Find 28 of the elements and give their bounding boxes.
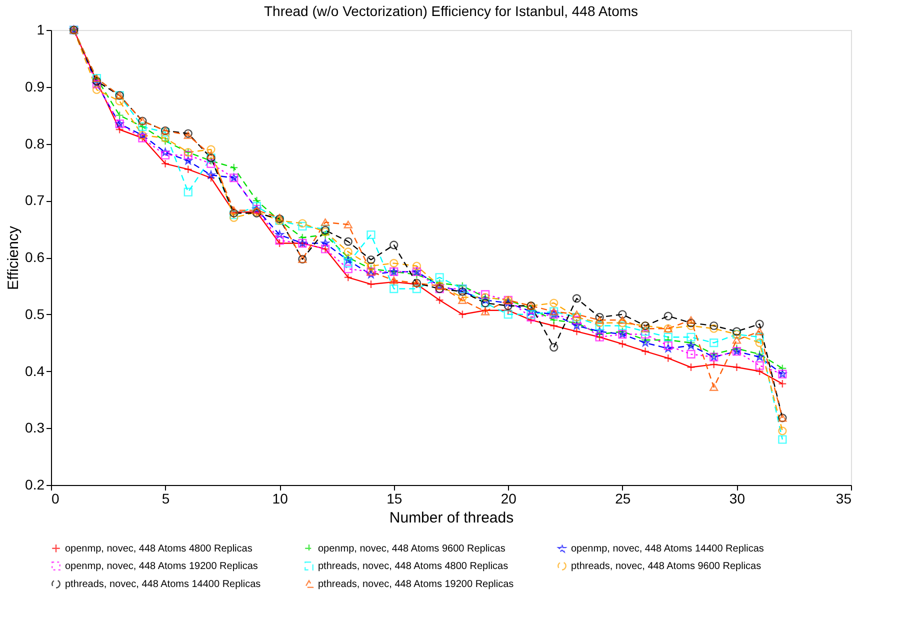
x-tick-label: 35 <box>836 490 852 506</box>
x-tick-label: 20 <box>500 490 517 506</box>
legend-label: pthreads, novec, 448 Atoms 19200 Replicas <box>318 579 514 590</box>
x-tick-label: 0 <box>52 490 60 506</box>
x-tick-label: 10 <box>272 490 288 506</box>
y-tick-label: 0.2 <box>25 476 45 492</box>
y-tick-label: 0.5 <box>25 306 45 322</box>
legend-label: openmp, novec, 448 Atoms 19200 Replicas <box>65 561 258 572</box>
y-tick-label: 1 <box>36 22 45 38</box>
chart-title: Thread (w/o Vectorization) Efficiency for Istanbul, 448 Atoms <box>264 3 638 19</box>
legend-label: openmp, novec, 448 Atoms 14400 Replicas <box>571 544 764 555</box>
legend-label: pthreads, novec, 448 Atoms 9600 Replicas <box>571 561 762 572</box>
x-tick-label: 25 <box>615 490 631 506</box>
legend-label: pthreads, novec, 448 Atoms 4800 Replicas <box>318 561 508 572</box>
y-tick-label: 0.3 <box>25 420 45 436</box>
y-tick-label: 0.7 <box>25 192 45 208</box>
x-tick-label: 30 <box>729 490 746 506</box>
x-axis-title: Number of threads <box>389 510 514 526</box>
x-tick-label: 15 <box>386 490 402 506</box>
x-tick-label: 5 <box>162 490 170 506</box>
y-axis-title: Efficiency <box>5 226 22 290</box>
y-tick-label: 0.4 <box>25 362 45 379</box>
legend-label: openmp, novec, 448 Atoms 4800 Replicas <box>65 543 252 554</box>
legend-label: openmp, novec, 448 Atoms 9600 Replicas <box>318 543 506 554</box>
y-tick-label: 0.6 <box>25 249 45 265</box>
y-tick-label: 0.8 <box>25 135 45 152</box>
legend-label: pthreads, novec, 448 Atoms 14400 Replicas <box>65 579 261 590</box>
y-tick-label: 0.9 <box>25 78 45 94</box>
